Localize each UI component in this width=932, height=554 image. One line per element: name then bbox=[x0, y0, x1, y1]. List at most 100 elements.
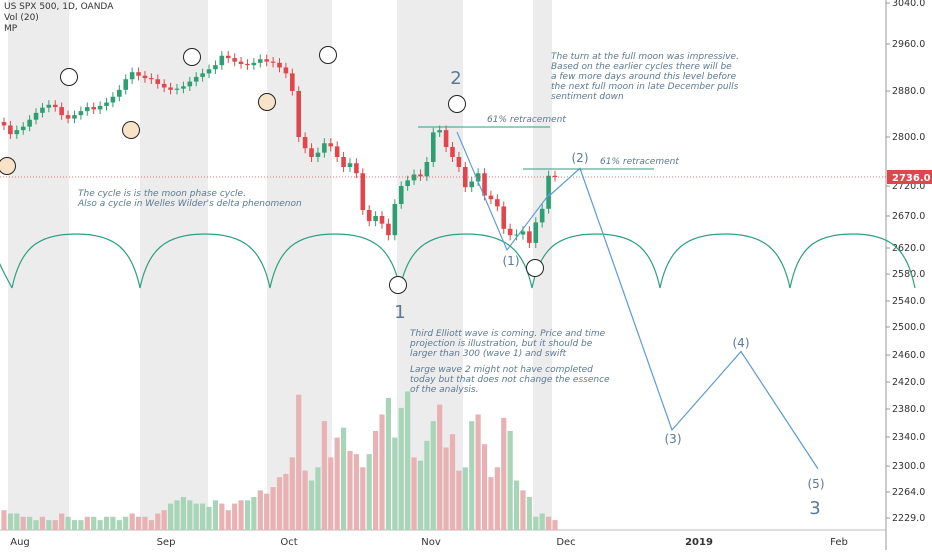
candle-body bbox=[335, 146, 340, 157]
volume-bar bbox=[168, 504, 173, 530]
volume-bar bbox=[552, 520, 557, 530]
volume-bar bbox=[40, 517, 45, 530]
candle-body bbox=[457, 157, 462, 167]
candle-body bbox=[168, 87, 173, 89]
volume-bar bbox=[251, 497, 256, 530]
volume-bar bbox=[540, 514, 545, 531]
candle-body bbox=[200, 73, 205, 77]
candle-body bbox=[2, 122, 7, 125]
note-full-moon-turn: sentiment down bbox=[551, 92, 624, 102]
candle-body bbox=[47, 105, 52, 108]
candle-body bbox=[546, 176, 551, 209]
volume-bar bbox=[399, 408, 404, 530]
candle-body bbox=[66, 115, 71, 118]
candle-body bbox=[136, 72, 141, 76]
candle-body bbox=[418, 175, 423, 177]
price-tick-label: 2670.0 bbox=[892, 211, 925, 222]
candle-body bbox=[290, 73, 295, 91]
note-wave-2: Large wave 2 might not have completed bbox=[410, 365, 593, 375]
volume-bar bbox=[232, 504, 237, 530]
volume-bar bbox=[8, 514, 13, 531]
candle-body bbox=[495, 199, 500, 206]
note-full-moon-turn: The turn at the full moon was impressive… bbox=[551, 52, 739, 62]
candle-body bbox=[425, 162, 430, 176]
candle-body bbox=[309, 148, 314, 157]
price-tick-label: 2960.0 bbox=[892, 39, 925, 50]
wave-label-p1: (1) bbox=[503, 254, 520, 268]
volume-bar bbox=[501, 418, 506, 530]
candle-body bbox=[367, 210, 372, 221]
candle-body bbox=[155, 79, 160, 84]
volume-bar bbox=[431, 421, 436, 530]
volume-bar bbox=[283, 474, 288, 530]
volume-bar bbox=[456, 471, 461, 530]
price-tick-label: 2300.0 bbox=[892, 461, 925, 472]
time-tick-label: Aug bbox=[10, 537, 30, 548]
price-tick-label: 3040.0 bbox=[892, 0, 925, 9]
volume-bar bbox=[181, 497, 186, 530]
wave-label-p3: (3) bbox=[665, 432, 682, 446]
volume-bar bbox=[206, 507, 211, 530]
candle-body bbox=[405, 180, 410, 186]
candle-body bbox=[8, 126, 13, 135]
volume-bar bbox=[53, 520, 58, 530]
price-tick-label: 2420.0 bbox=[892, 377, 925, 388]
volume-bar bbox=[200, 504, 205, 530]
volume-bar bbox=[328, 457, 333, 530]
candle-body bbox=[53, 105, 58, 107]
price-tick-label: 2460.0 bbox=[892, 350, 925, 361]
volume-bar bbox=[155, 514, 160, 531]
price-tick-label: 2229.0 bbox=[892, 513, 925, 524]
volume-bar bbox=[424, 441, 429, 530]
price-tick-label: 2380.0 bbox=[892, 404, 925, 415]
candle-body bbox=[437, 130, 442, 132]
volume-bar bbox=[488, 477, 493, 530]
new-moon-icon bbox=[259, 94, 276, 111]
time-tick-label: Feb bbox=[830, 537, 848, 548]
volume-bar bbox=[520, 490, 525, 530]
candle-body bbox=[98, 106, 103, 109]
candle-body bbox=[91, 107, 96, 109]
volume-bar bbox=[347, 451, 352, 530]
candle-body bbox=[316, 153, 321, 157]
candle-body bbox=[412, 175, 417, 181]
candle-body bbox=[386, 224, 391, 236]
volume-indicator-label: Vol (20) bbox=[4, 13, 113, 24]
candle-body bbox=[380, 216, 385, 224]
candle-body bbox=[252, 63, 257, 65]
volume-bar bbox=[213, 500, 218, 530]
note-wave-2: today but that does not change the essen… bbox=[410, 375, 610, 385]
note-full-moon-turn: a few more days around this level before bbox=[551, 72, 737, 82]
candle-body bbox=[508, 229, 513, 235]
candle-body bbox=[271, 62, 276, 63]
candle-body bbox=[373, 216, 378, 221]
price-tick-label: 2264.0 bbox=[892, 487, 925, 498]
candle-body bbox=[277, 63, 282, 68]
candle-body bbox=[175, 89, 180, 90]
candle-body bbox=[213, 65, 218, 69]
wave-label-3: 3 bbox=[809, 498, 820, 519]
volume-bar bbox=[238, 500, 243, 530]
current-price-label: 2736.0 bbox=[892, 173, 931, 184]
elliott-projection-line bbox=[549, 168, 818, 469]
volume-bar bbox=[149, 520, 154, 530]
note-moon-cycle: The cycle is is the moon phase cycle. bbox=[78, 189, 246, 199]
volume-bar bbox=[360, 467, 365, 530]
volume-bar bbox=[117, 520, 122, 530]
full-moon-icon bbox=[449, 96, 466, 113]
candle-body bbox=[226, 56, 231, 58]
volume-bar bbox=[270, 487, 275, 530]
volume-bar bbox=[527, 497, 532, 530]
volume-bar bbox=[508, 431, 513, 530]
price-tick-label: 2340.0 bbox=[892, 432, 925, 443]
volume-bar bbox=[495, 467, 500, 530]
volume-bar bbox=[386, 398, 391, 530]
volume-bar bbox=[309, 481, 314, 531]
volume-bar bbox=[1, 510, 6, 530]
volume-bar bbox=[245, 500, 250, 530]
candle-body bbox=[27, 120, 32, 127]
time-tick-label: Oct bbox=[280, 537, 297, 548]
candle-body bbox=[72, 115, 77, 118]
